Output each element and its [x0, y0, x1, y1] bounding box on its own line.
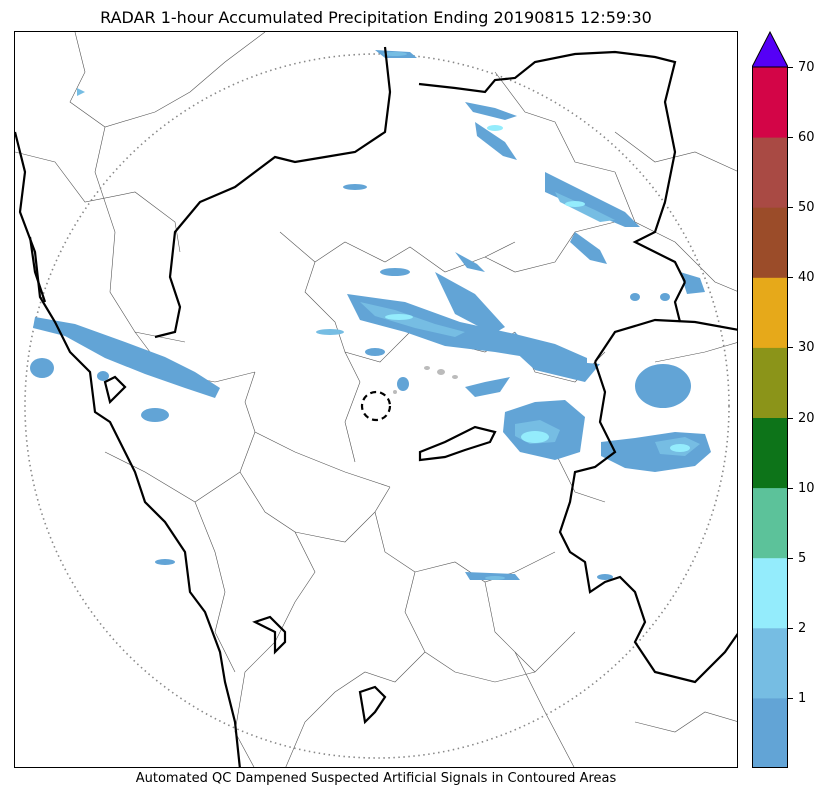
colorbar-tick-label: 70	[798, 60, 815, 75]
colorbar-tickmark	[788, 207, 793, 209]
colorbar-tick-label: 10	[798, 480, 815, 496]
colorbar-graphic	[751, 30, 789, 769]
radar-map-canvas	[15, 32, 737, 767]
colorbar-tick-label: 40	[798, 270, 815, 286]
colorbar-tickmark	[788, 417, 793, 419]
colorbar-tickmark	[788, 487, 793, 489]
colorbar-level-3	[752, 557, 788, 629]
colorbar-level-5	[752, 417, 788, 489]
colorbar-tick-label: 20	[798, 410, 815, 426]
colorbar-tickmark	[788, 277, 793, 279]
colorbar-outline	[752, 66, 788, 768]
colorbar-level-9	[752, 137, 788, 208]
radar-map[interactable]	[14, 31, 738, 768]
colorbar-tick-label: 2	[798, 620, 807, 636]
colorbar-tickmark	[788, 67, 793, 68]
colorbar-tick-label: 30	[798, 340, 815, 356]
colorbar-tickmark	[788, 697, 793, 699]
colorbar-tickmark	[788, 627, 793, 629]
colorbar-tick-label: 1	[798, 690, 807, 706]
district-boundaries	[15, 32, 737, 767]
colorbar-tickmark	[788, 347, 793, 349]
colorbar-tickmark	[788, 557, 793, 559]
colorbar	[751, 30, 789, 769]
state-boundaries	[15, 46, 737, 767]
radar-site-marker	[360, 390, 392, 422]
range-ring	[24, 53, 730, 759]
colorbar-tick-label: 60	[798, 130, 815, 146]
colorbar-level-1	[752, 697, 788, 769]
colorbar-level-7	[752, 277, 788, 348]
precipitation-echoes	[30, 50, 711, 580]
colorbar-tick-label: 50	[798, 200, 815, 216]
colorbar-level-6	[752, 347, 788, 418]
colorbar-extend-arrow	[751, 30, 789, 68]
colorbar-tick-label: 5	[798, 550, 807, 566]
colorbar-level-10	[752, 67, 788, 138]
colorbar-level-2	[752, 627, 788, 699]
colorbar-level-4	[752, 487, 788, 559]
colorbar-tickmark	[788, 137, 793, 139]
colorbar-level-8	[752, 207, 788, 278]
map-caption: Automated QC Dampened Suspected Artifici…	[135, 771, 617, 786]
map-title: RADAR 1-hour Accumulated Precipitation E…	[100, 8, 652, 27]
